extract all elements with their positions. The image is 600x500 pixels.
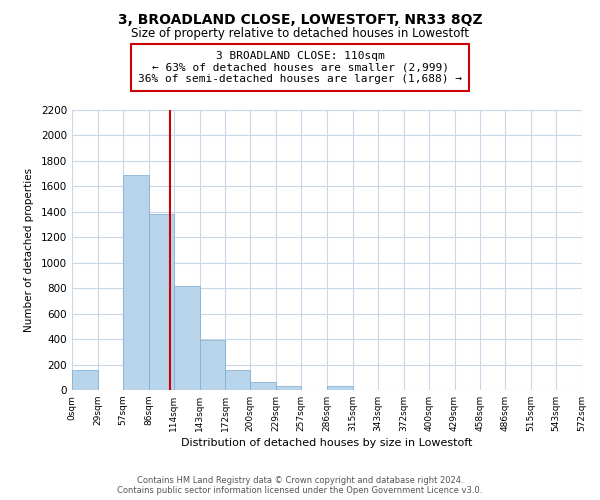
- Bar: [276, 386, 301, 390]
- Bar: [250, 382, 276, 390]
- Bar: [173, 286, 199, 390]
- X-axis label: Distribution of detached houses by size in Lowestoft: Distribution of detached houses by size …: [181, 438, 473, 448]
- Bar: [149, 214, 173, 390]
- Text: Contains HM Land Registry data © Crown copyright and database right 2024.
Contai: Contains HM Land Registry data © Crown c…: [118, 476, 482, 495]
- Bar: [72, 370, 98, 390]
- Text: 3 BROADLAND CLOSE: 110sqm
← 63% of detached houses are smaller (2,999)
36% of se: 3 BROADLAND CLOSE: 110sqm ← 63% of detac…: [138, 51, 462, 84]
- Bar: [327, 386, 353, 390]
- Text: 3, BROADLAND CLOSE, LOWESTOFT, NR33 8QZ: 3, BROADLAND CLOSE, LOWESTOFT, NR33 8QZ: [118, 12, 482, 26]
- Bar: [226, 370, 250, 390]
- Text: Size of property relative to detached houses in Lowestoft: Size of property relative to detached ho…: [131, 28, 469, 40]
- Bar: [123, 175, 149, 390]
- Y-axis label: Number of detached properties: Number of detached properties: [24, 168, 34, 332]
- Bar: [199, 340, 226, 390]
